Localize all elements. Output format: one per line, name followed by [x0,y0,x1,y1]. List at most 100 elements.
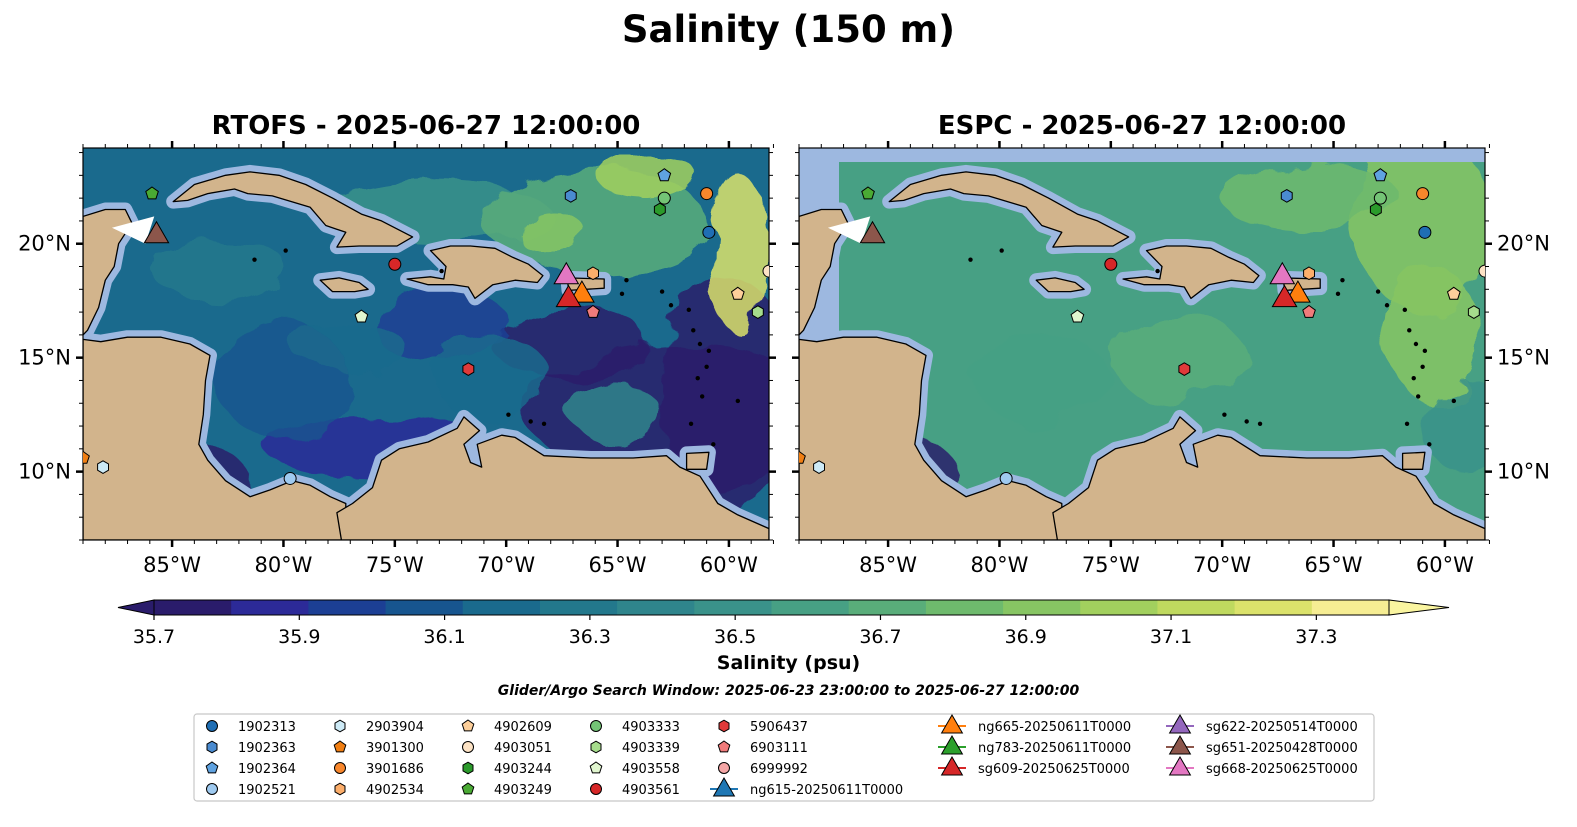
y-tick-label: 20°N [18,232,71,256]
argo-float-1902313 [1418,225,1432,239]
argo-float-5906437 [462,362,475,376]
legend-label-sg668-20250625T0000: sg668-20250625T0000 [1206,762,1358,777]
x-tick-label: 70°W [477,553,535,577]
espc-blank-wedge [827,216,871,244]
x-tick-label: 60°W [700,553,758,577]
legend-label-1902364: 1902364 [238,762,296,777]
rtofs-island [686,307,692,313]
espc-island [1384,303,1390,308]
argo-float-4903333 [1373,191,1387,205]
legend-box [193,713,1375,802]
legend-marker-ng783-20250611T0000 [940,735,964,755]
argo-float-1902364 [657,168,672,182]
argo-float-2903904 [97,460,109,474]
argo-float-4903051 [1478,264,1485,278]
rtofs-island [252,257,257,262]
x-tick-label: 80°W [254,553,312,577]
rtofs-markers [83,168,769,485]
espc-land-jamaica [1035,277,1085,293]
legend-label-4902534: 4902534 [366,783,424,798]
legend-label-ng665-20250611T0000: ng665-20250611T0000 [978,720,1131,735]
rtofs-land-jamaica [319,277,369,293]
panel-title-espc: ESPC - 2025-06-27 12:00:00 [937,111,1347,141]
legend-label-6903111: 6903111 [750,741,808,756]
colorbar-tick-label: 36.1 [423,626,465,648]
argo-float-4902609 [1446,286,1461,300]
legend-label-1902521: 1902521 [238,783,296,798]
espc-salinity-patch [1222,163,1401,233]
argo-float-3901300 [799,450,806,464]
argo-float-1902363 [564,189,577,203]
rtofs-island [691,328,696,333]
x-tick-label: 65°W [1305,553,1363,577]
legend-marker-4903333 [590,720,602,732]
espc-island [1335,291,1341,297]
x-tick-label: 80°W [970,553,1028,577]
legend-marker-ng665-20250611T0000 [940,714,964,734]
colorbar-segment [231,600,309,615]
argo-float-4902534 [587,266,599,281]
x-tick-label: 85°W [859,553,917,577]
legend-label-4903561: 4903561 [622,783,680,798]
legend-marker-1902521 [206,783,218,795]
argo-float-5906437 [1178,362,1191,376]
colorbar-segment [308,600,387,615]
rtofs-island [439,268,444,274]
espc-land-trinidad [1401,451,1426,470]
colorbar-tick-label: 36.5 [714,626,756,648]
espc-frame [798,147,1486,541]
colorbar: 35.7 35.9 36.1 36.3 36.5 36.7 36.9 37.1 37.3 [117,599,1450,648]
axis-ticks: 85°W 80°W 75°W 70°W 65°W 60°W 20°N 15°N 10°N 85°W… [18,141,1550,577]
espc-island [1422,348,1428,354]
legend-label-4903558: 4903558 [622,762,680,777]
legend-label-4902609: 4902609 [494,720,552,735]
espc-island [968,257,973,262]
espc-island [1427,442,1432,447]
espc-island [1451,398,1457,404]
legend-marker-5906437 [718,719,730,733]
legend-marker-4902609 [461,719,475,732]
glider-sg609-20250625T0000 [1271,284,1298,308]
legend-marker-3901300 [333,740,347,753]
glider-sg609-20250625T0000 [555,284,582,308]
colorbar-extend-low [117,599,155,616]
argo-float-1902521 [283,471,297,485]
legend-marker-2903904 [334,719,346,733]
colorbar-tick-label: 35.9 [278,626,320,648]
legend-label-ng615-20250611T0000: ng615-20250611T0000 [750,783,903,798]
espc-island [999,248,1004,253]
search-window-text: Glider/Argo Search Window: 2025-06-23 23… [497,683,1080,699]
legend-marker-sg651-20250428T0000 [1168,735,1192,755]
rtofs-island [528,419,533,424]
rtofs-island [706,348,712,354]
colorbar-tick-label: 36.7 [859,626,901,648]
argo-float-6903111 [1302,304,1316,318]
legend-label-1902363: 1902363 [238,741,296,756]
glider-sg668-20250625T0000 [553,261,580,285]
argo-float-4903244 [653,202,666,217]
argo-float-4903561 [388,257,402,271]
rtofs-island [688,421,694,426]
colorbar-segment [771,600,850,615]
argo-float-4902609 [730,286,745,300]
argo-float-4902534 [1303,266,1315,281]
espc-island [1407,328,1412,333]
legend-marker-sg609-20250625T0000 [940,756,964,776]
legend-marker-6903111 [717,740,731,753]
y-tick-label: 10°N [1497,460,1550,484]
legend-label-5906437: 5906437 [750,720,808,735]
colorbar-label: Salinity (psu) [716,652,861,674]
espc-salinity-patch [977,334,1111,427]
colorbar-segment [1311,600,1390,615]
espc-land-cuba [888,171,1130,248]
argo-float-4903561 [1104,257,1118,271]
legend-label-6999992: 6999992 [750,762,808,777]
espc-salinity-patch [1422,380,1485,472]
argo-float-4903339 [751,305,764,319]
colorbar-segment [462,600,541,615]
rtofs-frame [82,147,770,541]
legend-label-3901300: 3901300 [366,741,424,756]
espc-land-yucatan [799,208,849,336]
colorbar-tick-label: 36.9 [1005,626,1047,648]
